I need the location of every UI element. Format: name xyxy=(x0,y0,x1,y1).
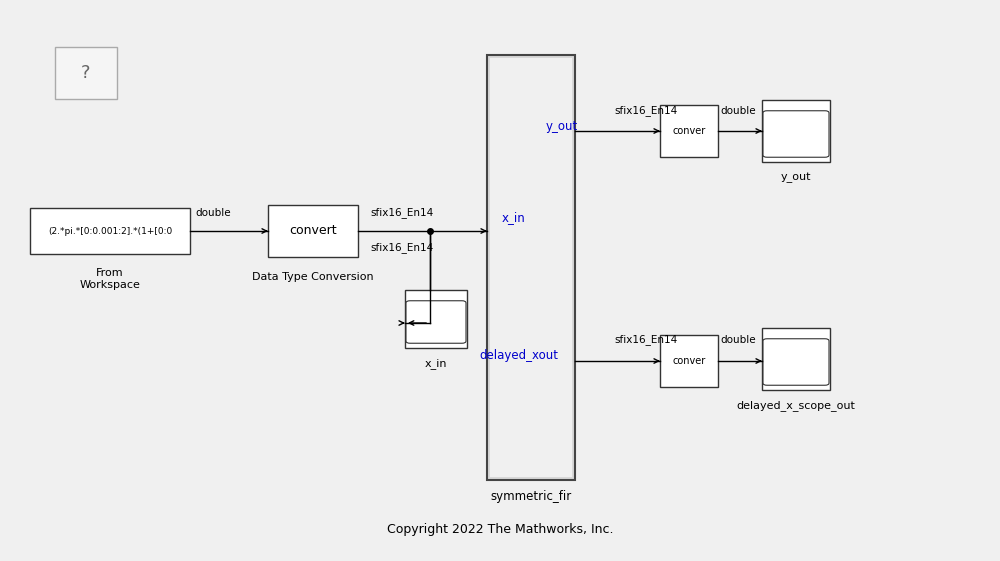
FancyBboxPatch shape xyxy=(405,290,467,348)
FancyBboxPatch shape xyxy=(55,47,117,99)
FancyBboxPatch shape xyxy=(763,339,829,385)
Text: delayed_xout: delayed_xout xyxy=(479,348,558,361)
Text: ?: ? xyxy=(81,64,91,82)
FancyBboxPatch shape xyxy=(762,100,830,162)
FancyBboxPatch shape xyxy=(406,301,466,343)
FancyBboxPatch shape xyxy=(762,328,830,390)
Text: double: double xyxy=(720,106,756,116)
FancyBboxPatch shape xyxy=(268,205,358,257)
Text: symmetric_fir: symmetric_fir xyxy=(490,490,572,503)
Text: From
Workspace: From Workspace xyxy=(80,268,140,289)
Text: y_out: y_out xyxy=(546,121,578,134)
Text: x_in: x_in xyxy=(502,211,526,224)
Text: double: double xyxy=(720,335,756,345)
Text: Copyright 2022 The Mathworks, Inc.: Copyright 2022 The Mathworks, Inc. xyxy=(387,523,613,536)
Text: Data Type Conversion: Data Type Conversion xyxy=(252,272,374,282)
Text: x_in: x_in xyxy=(425,358,447,369)
FancyBboxPatch shape xyxy=(490,58,572,477)
Text: sfix16_En14: sfix16_En14 xyxy=(370,242,433,253)
Text: double: double xyxy=(195,208,231,218)
Text: (2.*pi.*[0:0.001:2].*(1+[0:0: (2.*pi.*[0:0.001:2].*(1+[0:0 xyxy=(48,227,172,236)
Text: sfix16_En14: sfix16_En14 xyxy=(370,207,433,218)
Text: y_out: y_out xyxy=(781,173,811,183)
Text: conver: conver xyxy=(672,356,706,366)
FancyBboxPatch shape xyxy=(30,208,190,254)
Text: conver: conver xyxy=(672,126,706,136)
Text: delayed_x_scope_out: delayed_x_scope_out xyxy=(737,400,855,411)
Text: sfix16_En14: sfix16_En14 xyxy=(614,105,677,116)
FancyBboxPatch shape xyxy=(660,335,718,387)
Text: sfix16_En14: sfix16_En14 xyxy=(614,334,677,345)
Text: convert: convert xyxy=(289,224,337,237)
FancyBboxPatch shape xyxy=(763,111,829,157)
FancyBboxPatch shape xyxy=(660,105,718,157)
FancyBboxPatch shape xyxy=(487,55,575,480)
